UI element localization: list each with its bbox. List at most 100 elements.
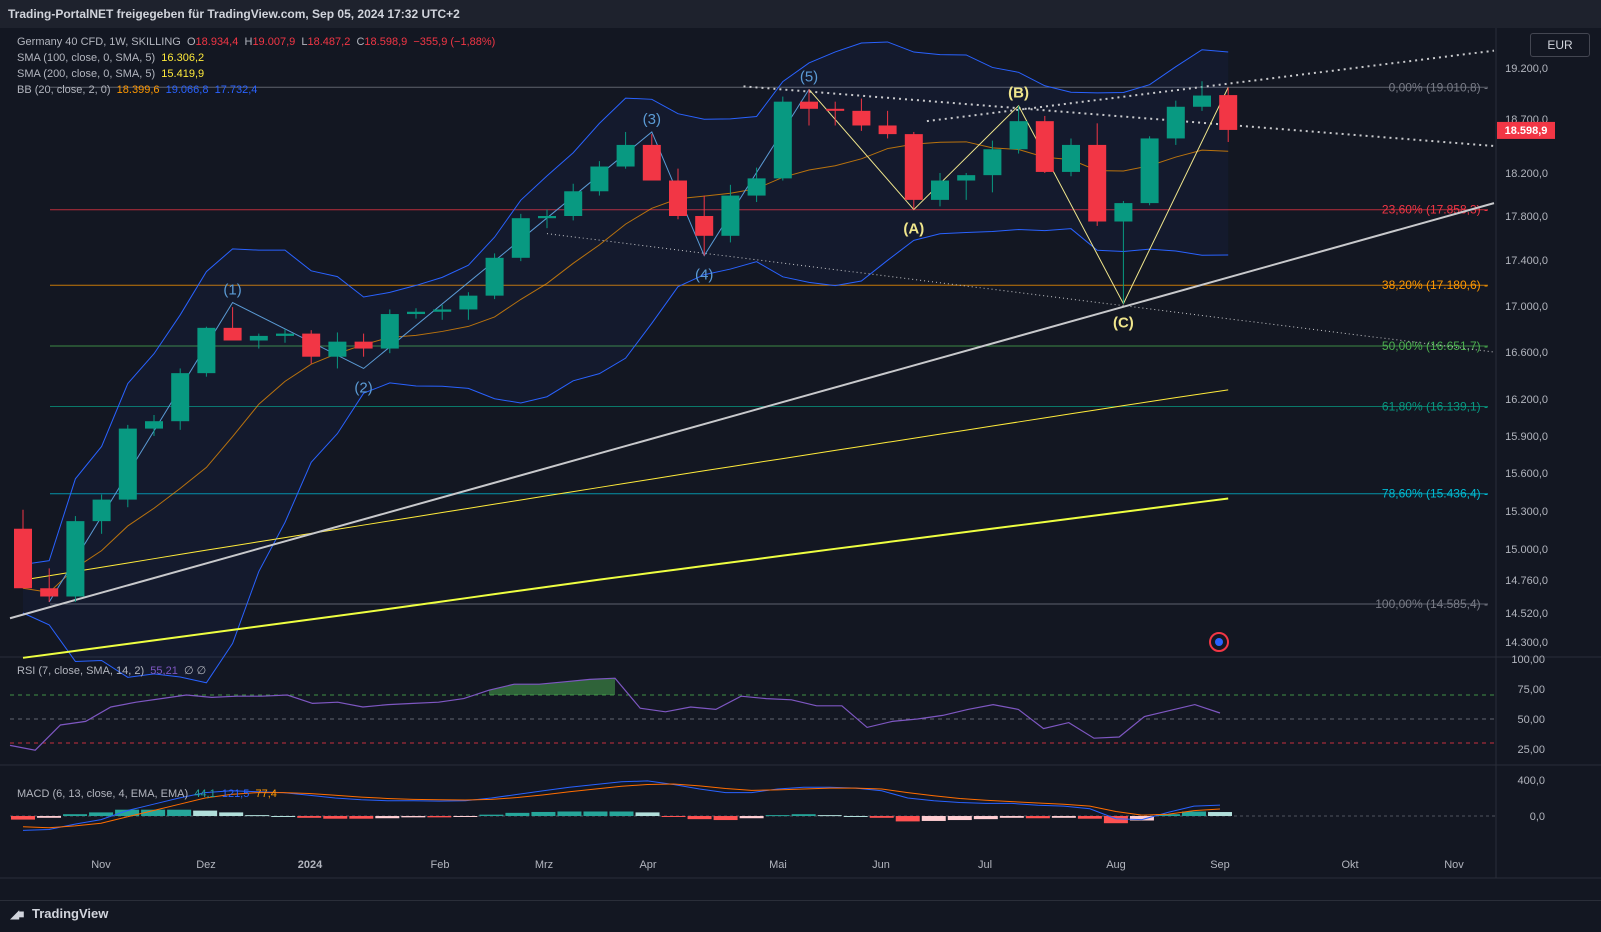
- candle-body: [564, 191, 583, 216]
- candle-body: [931, 180, 949, 200]
- candle-body: [302, 333, 321, 357]
- macd-histogram-bar: [11, 816, 35, 820]
- brand-text: TradingView: [32, 906, 109, 921]
- symbol-row: Germany 40 CFD, 1W, SKILLING O18.934,4 H…: [17, 34, 495, 50]
- price-tick-label: 17.000,0: [1505, 301, 1548, 313]
- macd-histogram-bar: [1025, 816, 1050, 819]
- macd-histogram-bar: [375, 816, 400, 819]
- open-label: O: [186, 36, 196, 48]
- price-tick-label: 16.600,0: [1505, 347, 1548, 359]
- sma200-row: SMA (200, close, 0, SMA, 5) 15.419,9: [17, 66, 495, 82]
- last-price-tag: [1497, 121, 1555, 139]
- candle-body: [957, 175, 976, 181]
- macd-histogram-bar: [453, 816, 478, 817]
- bollinger-lower-line: [22, 228, 1229, 684]
- price-tick-label: 18.200,0: [1505, 168, 1548, 180]
- candle-body: [1062, 144, 1080, 172]
- symbol-name: Germany 40 CFD, 1W, SKILLING: [17, 36, 181, 48]
- price-tick-label: 15.900,0: [1505, 431, 1548, 443]
- time-tick-label: Feb: [431, 859, 450, 871]
- sma200-label: SMA (200, close, 0, SMA, 5): [17, 68, 156, 80]
- macd-histogram-bar: [765, 815, 790, 817]
- candle-body: [40, 588, 59, 597]
- candle-body: [459, 295, 478, 310]
- bb-upper-value: 19.066,8: [165, 84, 209, 96]
- candle-body: [616, 144, 635, 167]
- sma100-row: SMA (100, close, 0, SMA, 5) 16.306,2: [17, 50, 495, 66]
- fib-level-label: 0,00% (19.010,8) -: [1389, 80, 1488, 94]
- candle-body: [485, 257, 504, 296]
- macd-histogram-bar: [1155, 814, 1180, 816]
- price-tick-label: 19.200,0: [1505, 63, 1548, 75]
- bb-basis-value: 18.399,6: [116, 84, 160, 96]
- high-label: H: [244, 36, 253, 48]
- price-tick-label: 15.300,0: [1505, 506, 1548, 518]
- currency-button[interactable]: EUR: [1530, 33, 1590, 57]
- time-tick-label: Jul: [978, 859, 992, 871]
- macd-histogram-bar: [609, 811, 634, 816]
- price-tick-label: 14.760,0: [1505, 575, 1548, 587]
- fib-level-label: 38,20% (17.180,6) -: [1382, 278, 1488, 292]
- macd-histogram-bar: [557, 811, 582, 816]
- chart-background: [0, 28, 1601, 900]
- fib-level-label: 100,00% (14.585,4) -: [1375, 597, 1488, 611]
- candle-body: [380, 314, 399, 349]
- macd-histogram-bar: [141, 809, 166, 816]
- macd-histogram-bar: [297, 816, 322, 818]
- macd-histogram-bar: [973, 816, 998, 820]
- macd-histogram-bar: [921, 816, 946, 821]
- candle-body: [145, 421, 163, 429]
- rsi-overbought-fill: [488, 678, 615, 695]
- bollinger-basis-line: [22, 141, 1229, 593]
- bb-label: BB (20, close, 2, 0): [17, 84, 111, 96]
- candle-body: [983, 149, 1002, 176]
- candle-body: [904, 134, 923, 200]
- macd-tick-label: 0,0: [1530, 811, 1545, 823]
- macd-histogram-bar: [1208, 812, 1232, 816]
- rsi-extra: ∅ ∅: [183, 665, 207, 677]
- macd-histogram-bar: [479, 814, 504, 816]
- macd-label: MACD (6, 13, close, 4, EMA, EMA): [17, 788, 189, 800]
- candle-body: [92, 499, 111, 522]
- sma200-line: [22, 497, 1229, 659]
- candle-body: [1035, 121, 1054, 172]
- candle-body: [1009, 121, 1028, 150]
- candle-body: [354, 341, 373, 349]
- macd-histogram-bar: [505, 812, 530, 816]
- sma100-value: 16.306,2: [161, 52, 205, 64]
- candle-body: [878, 125, 897, 135]
- macd-histogram-bar: [661, 816, 686, 817]
- wave-label: (3): [643, 111, 661, 128]
- macd-histogram-bar: [895, 816, 920, 822]
- candle-body: [1166, 106, 1185, 139]
- candle-body: [852, 110, 871, 126]
- macd-histogram-bar: [1129, 816, 1154, 821]
- bb-lower-value: 17.732,4: [214, 84, 258, 96]
- price-tick-label: 17.400,0: [1505, 255, 1548, 267]
- macd-histogram-bar: [817, 815, 842, 817]
- price-tick-label: 15.600,0: [1505, 468, 1548, 480]
- macd-histogram-bar: [687, 816, 712, 820]
- last-price-label: 18.598,9: [1505, 125, 1548, 137]
- wave-label: (A): [903, 221, 924, 238]
- macd-histogram-bar: [245, 815, 270, 817]
- chart-legend: Germany 40 CFD, 1W, SKILLING O18.934,4 H…: [17, 34, 495, 98]
- macd-histogram-bar: [89, 812, 114, 816]
- candle-body: [773, 101, 792, 179]
- wave-label: (1): [223, 282, 241, 299]
- candle-body: [1114, 203, 1133, 222]
- time-tick-label: Aug: [1106, 859, 1126, 871]
- macd-histogram-bar: [63, 814, 88, 816]
- fib-level-label: 78,60% (15.436,4) -: [1382, 487, 1488, 501]
- macd-legend: MACD (6, 13, close, 4, EMA, EMA) 44,1 12…: [17, 788, 277, 800]
- tradingview-logo[interactable]: ◢■ TradingView: [10, 906, 108, 921]
- bollinger-fill: [23, 41, 1229, 683]
- candle-body: [826, 108, 845, 111]
- macd-histogram-bar: [583, 811, 608, 816]
- sma100-label: SMA (100, close, 0, SMA, 5): [17, 52, 156, 64]
- chart-area[interactable]: 0,00% (19.010,8) -23,60% (17.858,3) -38,…: [0, 28, 1601, 900]
- candle-body: [223, 327, 242, 341]
- price-tick-label: 16.200,0: [1505, 394, 1548, 406]
- event-marker-dot: [1215, 638, 1223, 646]
- macd-signal-value: 77,4: [255, 788, 277, 800]
